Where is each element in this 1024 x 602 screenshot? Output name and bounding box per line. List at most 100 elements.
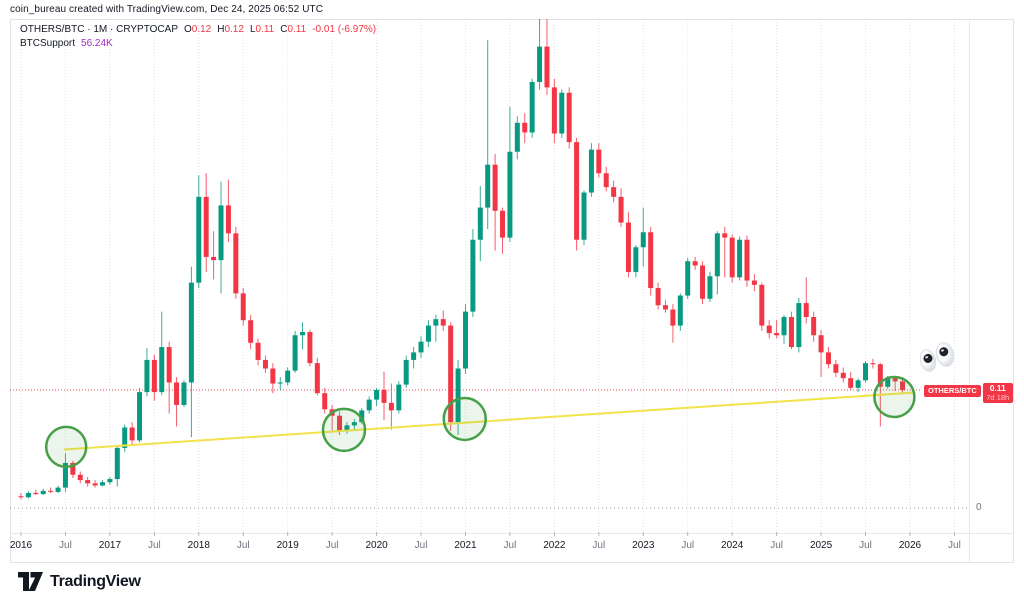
highlight-circle[interactable] <box>44 425 88 469</box>
highlight-circle[interactable] <box>442 396 487 442</box>
candle[interactable] <box>62 453 68 492</box>
candle[interactable] <box>811 311 817 342</box>
candle[interactable] <box>159 311 165 396</box>
candle[interactable] <box>366 396 372 414</box>
candle[interactable] <box>655 282 661 310</box>
candle[interactable] <box>581 190 587 246</box>
candle[interactable] <box>662 299 668 313</box>
highlight-circle[interactable] <box>321 407 367 453</box>
candle[interactable] <box>55 485 61 493</box>
candle[interactable] <box>507 106 513 242</box>
candle[interactable] <box>863 360 869 383</box>
candle[interactable] <box>477 186 483 262</box>
candle[interactable] <box>396 381 402 414</box>
candle[interactable] <box>433 314 439 342</box>
candle[interactable] <box>818 329 824 378</box>
candle[interactable] <box>537 19 543 90</box>
candle[interactable] <box>522 113 528 144</box>
symbol-title[interactable]: OTHERS/BTC · 1M · CRYPTOCAP <box>20 24 178 35</box>
candle[interactable] <box>18 492 24 500</box>
tradingview-logo[interactable]: TradingView <box>18 572 141 591</box>
candle[interactable] <box>181 380 187 408</box>
candle[interactable] <box>574 137 580 251</box>
candle[interactable] <box>781 314 787 344</box>
candle[interactable] <box>129 422 135 446</box>
candle[interactable] <box>322 387 328 414</box>
candle[interactable] <box>840 367 846 383</box>
candle[interactable] <box>388 383 394 430</box>
candle[interactable] <box>803 277 809 324</box>
candle[interactable] <box>418 336 424 358</box>
candle[interactable] <box>240 288 246 326</box>
candle[interactable] <box>440 310 446 331</box>
candle[interactable] <box>359 408 365 425</box>
candle[interactable] <box>796 297 802 353</box>
candle[interactable] <box>33 489 39 496</box>
candle[interactable] <box>448 322 454 431</box>
candle[interactable] <box>729 234 735 283</box>
candle[interactable] <box>722 226 728 278</box>
candle[interactable] <box>300 322 306 350</box>
time-axis[interactable]: 2016 Jul 2017 Jul 2018 Jul 2019 Jul 2020 Jul 2021 J… <box>0 533 1024 563</box>
candle[interactable] <box>144 348 150 397</box>
candle[interactable] <box>411 347 417 369</box>
candle[interactable] <box>640 207 646 267</box>
candle[interactable] <box>25 490 31 499</box>
candle[interactable] <box>559 89 565 138</box>
candle[interactable] <box>870 358 876 369</box>
candle[interactable] <box>92 480 98 488</box>
candle[interactable] <box>285 367 291 386</box>
candle[interactable] <box>425 320 431 348</box>
candle[interactable] <box>137 387 143 443</box>
candle[interactable] <box>611 180 617 203</box>
candle[interactable] <box>166 341 172 414</box>
candle[interactable] <box>218 181 224 294</box>
candle[interactable] <box>374 387 380 407</box>
candle[interactable] <box>855 378 861 393</box>
candle[interactable] <box>188 266 194 438</box>
candle[interactable] <box>262 355 268 373</box>
candles[interactable] <box>18 15 906 500</box>
candle[interactable] <box>40 488 46 496</box>
candle[interactable] <box>529 78 535 138</box>
candle[interactable] <box>544 15 550 95</box>
candle[interactable] <box>114 445 120 487</box>
candle[interactable] <box>77 471 83 484</box>
candle[interactable] <box>307 329 313 367</box>
candle[interactable] <box>892 377 898 392</box>
candle[interactable] <box>588 143 594 197</box>
candle[interactable] <box>596 143 602 178</box>
candle[interactable] <box>151 354 157 401</box>
candle[interactable] <box>351 418 357 431</box>
candle[interactable] <box>744 235 750 287</box>
candle[interactable] <box>314 357 320 396</box>
candle[interactable] <box>48 487 54 493</box>
candle[interactable] <box>70 460 76 478</box>
candle[interactable] <box>737 236 743 281</box>
candle[interactable] <box>225 179 231 242</box>
chart-legend[interactable]: OTHERS/BTC · 1M · CRYPTOCAP O0.12 H0.12 L0.… <box>20 23 376 51</box>
candle[interactable] <box>766 320 772 339</box>
btc-support-trendline[interactable] <box>63 391 914 451</box>
candle[interactable] <box>774 320 780 339</box>
candle[interactable] <box>270 363 276 394</box>
candle[interactable] <box>492 153 498 251</box>
candle[interactable] <box>462 304 468 374</box>
candle[interactable] <box>248 314 254 350</box>
candle[interactable] <box>670 304 676 343</box>
candle[interactable] <box>833 359 839 378</box>
candle[interactable] <box>344 422 350 434</box>
candle[interactable] <box>292 330 298 373</box>
candle[interactable] <box>203 173 209 272</box>
candle[interactable] <box>485 40 491 230</box>
candle[interactable] <box>714 231 720 295</box>
candle[interactable] <box>707 271 713 302</box>
candle[interactable] <box>403 355 409 388</box>
candle[interactable] <box>625 211 631 278</box>
candle[interactable] <box>277 377 283 390</box>
candle[interactable] <box>551 78 557 144</box>
candle[interactable] <box>603 166 609 192</box>
highlight-circle[interactable] <box>873 375 916 419</box>
candle[interactable] <box>122 424 128 453</box>
